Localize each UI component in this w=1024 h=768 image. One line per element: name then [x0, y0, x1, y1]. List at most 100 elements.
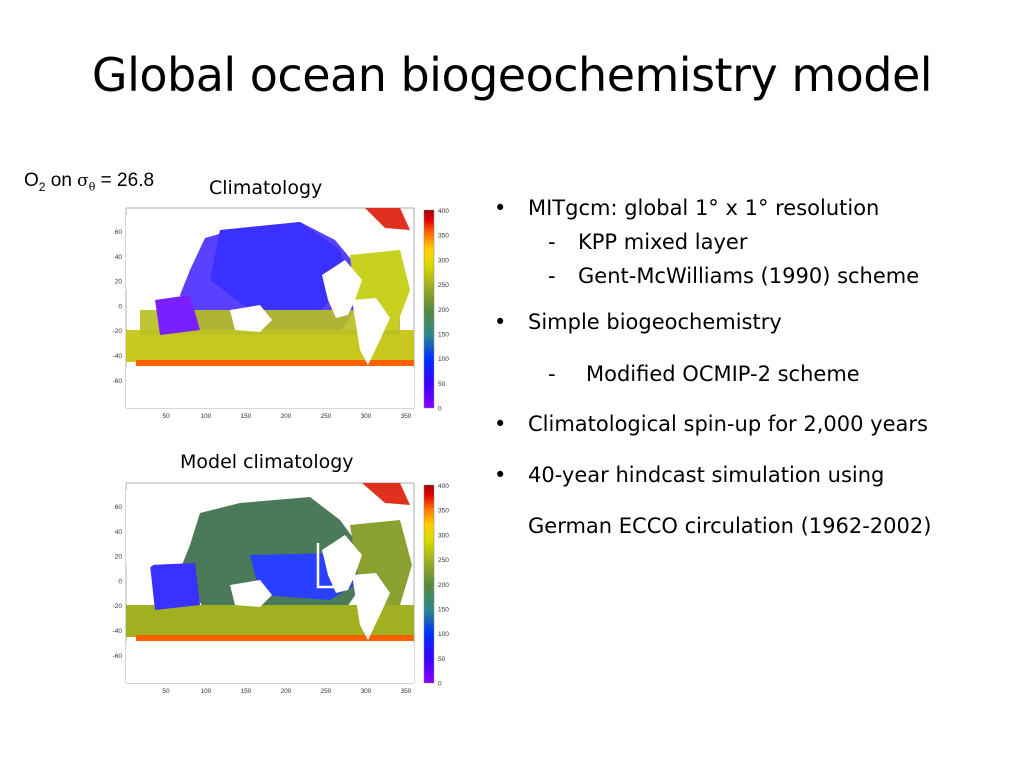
- x-tick-label: 250: [321, 413, 332, 420]
- sub-bullet-text: Gent-McWilliams (1990) scheme: [578, 264, 920, 288]
- x-tick-label: 200: [281, 688, 292, 695]
- indian-ocean-pm: [155, 295, 200, 335]
- bullet-icon: •: [494, 196, 507, 220]
- slide-title: Global ocean biogeochemistry model: [91, 48, 933, 102]
- bullet-text: MITgcm: global 1° x 1° resolution: [528, 196, 880, 220]
- o2-prefix: O: [24, 170, 39, 191]
- dash-icon: -: [548, 362, 556, 386]
- colorbar-tick-label: 150: [438, 607, 449, 614]
- y-tick-label: -20: [113, 328, 123, 335]
- colorbar-ticks: 400 350 300 250 200 150 100 50 0: [438, 483, 449, 688]
- x-tick-label: 50: [162, 688, 170, 695]
- y-tick-label: -40: [113, 353, 123, 360]
- o2-subscript: 2: [38, 179, 46, 194]
- indian-ocean-pm: [150, 563, 200, 610]
- x-tick-label: 150: [241, 413, 252, 420]
- y-tick-label: 60: [115, 229, 123, 236]
- y-tick-label: -60: [113, 378, 123, 385]
- bullet-text: Simple biogeochemistry: [528, 310, 782, 334]
- colorbar-tick-label: 200: [438, 307, 449, 314]
- land-asia: [126, 490, 190, 575]
- sub-bullet-text: Modified OCMIP-2 scheme: [586, 362, 860, 386]
- x-tick-label: 250: [321, 688, 332, 695]
- southern-ocean-band: [126, 605, 414, 637]
- land-asia: [126, 215, 190, 300]
- y-tick-label: 60: [115, 504, 123, 511]
- colorbar: [423, 209, 435, 409]
- x-tick-label: 350: [401, 413, 412, 420]
- sigma-theta-symbol: σθ: [77, 171, 96, 194]
- colorbar-tick-label: 250: [438, 282, 449, 289]
- y-tick-label: 40: [115, 529, 123, 536]
- arctic-north-red: [362, 483, 410, 505]
- shelf-edge: [136, 635, 414, 641]
- north-pacific: [210, 222, 350, 310]
- land-australia: [230, 305, 272, 332]
- y-axis-ticks: 60 40 20 0 -20 -40 -60: [113, 229, 123, 385]
- x-tick-label: 50: [162, 413, 170, 420]
- colorbar-tick-label: 300: [438, 257, 449, 264]
- x-tick-label: 100: [201, 688, 212, 695]
- land-americas: [322, 535, 362, 593]
- dash-icon: -: [548, 264, 556, 288]
- colorbar-tick-label: 100: [438, 356, 449, 363]
- x-tick-label: 100: [201, 413, 212, 420]
- colorbar-tick-label: 350: [438, 233, 449, 240]
- colorbar-tick-label: 400: [438, 483, 449, 490]
- colorbar-tick-label: 300: [438, 532, 449, 539]
- o2-surface-label: O2 on σθ = 26.8: [24, 170, 154, 194]
- x-axis-ticks: 50 100 150 200 250 300 350: [162, 688, 411, 695]
- y-axis-ticks: 60 40 20 0 -20 -40 -60: [113, 504, 123, 660]
- colorbar-tick-label: 0: [438, 681, 442, 688]
- land-south-america: [352, 573, 390, 640]
- o2-on-text: on: [45, 170, 78, 191]
- tropical-band: [140, 310, 400, 335]
- colorbar-tick-label: 400: [438, 208, 449, 215]
- bullet-text: German ECCO circulation (1962-2002): [528, 514, 932, 538]
- bullet-text: 40-year hindcast simulation using: [528, 463, 885, 487]
- sigma-glyph: σ: [77, 171, 89, 191]
- colorbar-tick-label: 0: [438, 406, 442, 413]
- land-australia: [230, 580, 272, 607]
- x-tick-label: 300: [361, 413, 372, 420]
- highlight-box: [316, 543, 348, 589]
- x-tick-label: 150: [241, 688, 252, 695]
- colorbar: [423, 484, 435, 684]
- antarctica: [126, 368, 414, 408]
- y-tick-label: 20: [115, 554, 123, 561]
- y-tick-label: 0: [118, 303, 122, 310]
- o2-value: = 26.8: [95, 170, 155, 191]
- map-plot-area: [125, 482, 440, 684]
- land-americas: [322, 260, 362, 318]
- colorbar-tick-label: 50: [438, 381, 446, 388]
- arctic-north-red: [365, 208, 410, 230]
- y-tick-label: -20: [113, 603, 123, 610]
- colorbar-tick-label: 50: [438, 656, 446, 663]
- x-tick-label: 300: [361, 688, 372, 695]
- colorbar-tick-label: 200: [438, 582, 449, 589]
- dash-icon: -: [548, 230, 556, 254]
- y-tick-label: 20: [115, 279, 123, 286]
- y-tick-label: -60: [113, 653, 123, 660]
- shelf-edge: [136, 360, 414, 366]
- map-top-label: Climatology: [209, 177, 323, 199]
- map-plot-area: [125, 207, 440, 409]
- colorbar-tick-label: 250: [438, 557, 449, 564]
- southern-ocean-band: [126, 330, 414, 362]
- x-tick-label: 350: [401, 688, 412, 695]
- bullet-icon: •: [494, 412, 507, 436]
- bullet-text: Climatological spin-up for 2,000 years: [528, 412, 928, 436]
- y-tick-label: 40: [115, 254, 123, 261]
- y-tick-label: 0: [118, 578, 122, 585]
- antarctica: [126, 643, 414, 683]
- x-tick-label: 200: [281, 413, 292, 420]
- bullet-icon: •: [494, 463, 507, 487]
- sub-bullet-text: KPP mixed layer: [578, 230, 748, 254]
- colorbar-tick-label: 150: [438, 332, 449, 339]
- colorbar-tick-label: 100: [438, 631, 449, 638]
- colorbar-tick-label: 350: [438, 508, 449, 515]
- theta-glyph: θ: [88, 180, 96, 194]
- y-tick-label: -40: [113, 628, 123, 635]
- map-bottom-label: Model climatology: [180, 451, 354, 473]
